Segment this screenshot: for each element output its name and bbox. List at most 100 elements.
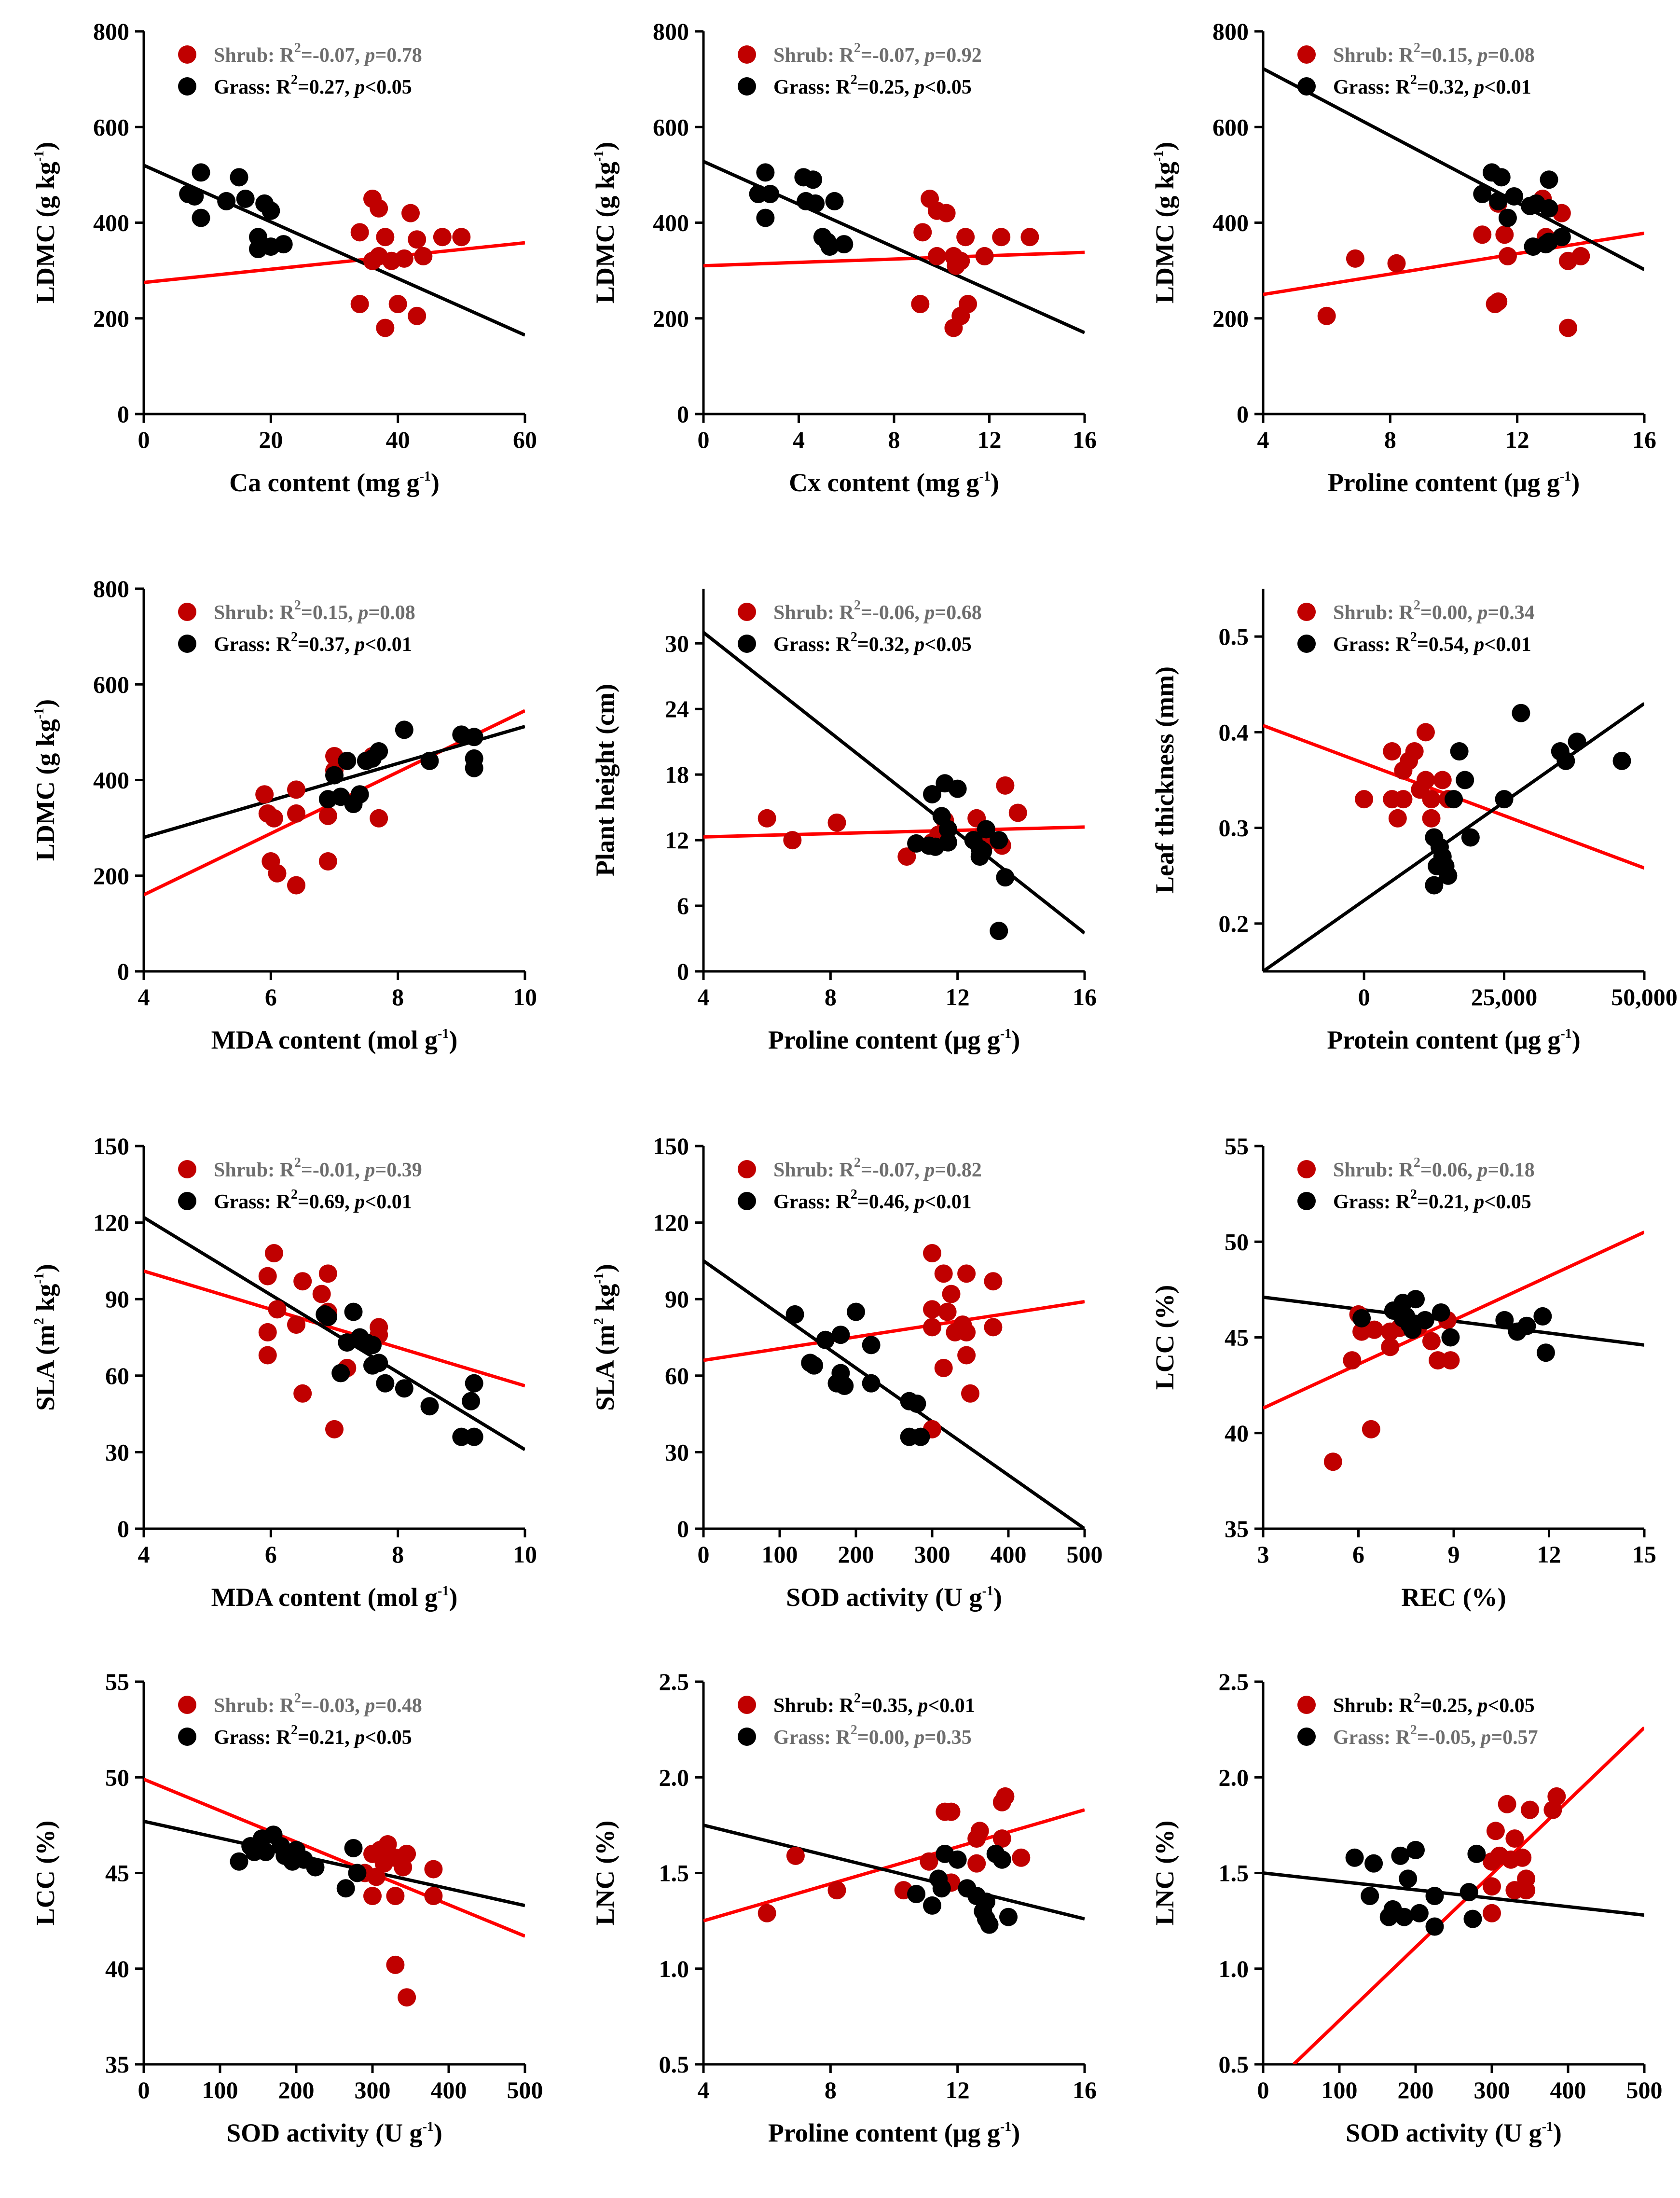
y-tick-label: 35	[1225, 1515, 1249, 1542]
y-tick-label: 0.5	[1219, 623, 1249, 650]
legend-stat: =-0.06,	[861, 602, 924, 624]
grass-point	[862, 1336, 881, 1355]
grass-point	[1495, 1311, 1514, 1329]
shrub-point	[996, 776, 1015, 795]
grass-regression-line	[144, 164, 525, 337]
shrub-point	[1317, 306, 1336, 325]
label-part: LCC (%)	[1150, 1285, 1179, 1390]
legend-p: p	[923, 1159, 935, 1181]
shrub-legend-label: Shrub: R2=-0.07, p=0.82	[773, 1155, 982, 1181]
x-tick-label: 12	[978, 426, 1002, 453]
grass-point	[1416, 1311, 1434, 1329]
legend-group: Grass: R	[1333, 76, 1410, 98]
legend-pval: <0.05	[1487, 1695, 1534, 1717]
grass-legend-label: Grass: R2=0.46, p<0.01	[773, 1187, 972, 1213]
grass-point	[395, 1379, 413, 1398]
grass-points	[318, 720, 483, 814]
grass-point	[1498, 208, 1517, 227]
shrub-legend-marker	[178, 1160, 196, 1178]
grass-point	[761, 185, 780, 204]
shrub-point	[957, 1323, 976, 1341]
grass-legend-label: Grass: R2=0.32, p<0.01	[1333, 72, 1531, 98]
shrub-regression-line	[703, 250, 1085, 268]
legend-group: Shrub: R	[1333, 1695, 1414, 1717]
shrub-point	[923, 1300, 941, 1319]
shrub-point	[363, 1887, 382, 1906]
scatter-panel-5: 4 8 12 16 0 6 12 18 24 30 Proline content (μg g-1)…	[560, 557, 1119, 1105]
legend-sup: 2	[294, 598, 301, 613]
legend-stat: =0.15,	[1420, 44, 1477, 67]
grass-legend-marker	[738, 77, 756, 96]
label-part: )	[1571, 468, 1580, 497]
scatter-plot: 0 25,000 50,000 0.2 0.3 0.4 0.5 Protein content…	[1150, 589, 1678, 1054]
grass-point	[1406, 1840, 1425, 1859]
x-tick-label: 10	[513, 1541, 537, 1568]
superscript: -1	[32, 1272, 47, 1284]
legend-stat: =0.21,	[1417, 1191, 1474, 1213]
shrub-point	[287, 780, 305, 799]
scatter-panel-10: 0 100 200 300 400 500 35 40 45 50 55 SOD activity (…	[0, 1650, 560, 2198]
legend-group: Grass: R	[214, 1727, 291, 1749]
y-tick-label: 60	[105, 1362, 129, 1389]
regression-lines	[144, 164, 525, 337]
label-part: )	[1011, 2118, 1020, 2147]
legend-pval: <0.01	[365, 634, 412, 656]
y-tick-label: 600	[93, 113, 129, 140]
legend-group: Shrub: R	[773, 602, 854, 624]
shrub-point	[934, 1264, 953, 1283]
label-part: )	[449, 1583, 457, 1612]
grass-point	[462, 1392, 481, 1410]
grass-point	[1533, 1307, 1552, 1326]
grass-point	[1460, 1883, 1478, 1902]
shrub-points	[356, 1835, 443, 2007]
legend-p: p	[353, 76, 365, 98]
legend-pval: <0.05	[365, 1727, 412, 1749]
grass-point	[1364, 1854, 1383, 1873]
x-tick-label: 8	[392, 1541, 404, 1568]
shrub-point	[1489, 292, 1508, 311]
shrub-point	[1517, 1881, 1536, 1900]
legend-group: Grass: R	[1333, 1727, 1410, 1749]
scatter-panel-11: 4 8 12 16 0.5 1.0 1.5 2.0 2.5 Proline content (μg…	[560, 1650, 1119, 2198]
grass-point	[249, 240, 267, 259]
grass-point	[350, 785, 369, 804]
grass-point	[283, 1852, 302, 1871]
legend-sup: 2	[1410, 1187, 1417, 1202]
grass-legend-label: Grass: R2=0.21, p<0.05	[1333, 1187, 1531, 1213]
grass-legend-marker	[738, 635, 756, 653]
y-tick-label: 400	[93, 767, 129, 794]
x-tick-label: 15	[1632, 1541, 1656, 1568]
y-tick-label: 2.0	[1219, 1764, 1249, 1791]
superscript: -1	[1151, 151, 1166, 162]
shrub-point	[1383, 742, 1402, 761]
shrub-point	[433, 228, 452, 247]
grass-legend-label: Grass: R2=0.32, p<0.05	[773, 630, 972, 656]
grass-point	[923, 1896, 941, 1915]
x-tick-label: 12	[1505, 426, 1529, 453]
y-tick-label: 50	[1225, 1228, 1249, 1255]
legend-p: p	[916, 1695, 928, 1717]
x-tick-label: 6	[1352, 1541, 1364, 1568]
legend-pval: =0.34	[1487, 602, 1534, 624]
grass-point	[316, 1305, 334, 1324]
grass-point	[1521, 196, 1539, 215]
y-tick-label: 2.5	[659, 1668, 689, 1695]
shrub-point	[318, 852, 337, 871]
legend-group: Shrub: R	[773, 1159, 854, 1181]
x-tick-label: 100	[762, 1541, 798, 1568]
y-axis-title: LCC (%)	[1150, 1285, 1179, 1390]
grass-legend-label: Grass: R2=0.69, p<0.01	[214, 1187, 412, 1213]
legend-p: p	[913, 1191, 924, 1213]
shrub-point	[325, 1420, 344, 1438]
label-part: )	[431, 468, 440, 497]
regression-lines	[1263, 67, 1644, 296]
shrub-point	[386, 1887, 405, 1906]
shrub-point	[938, 1302, 957, 1321]
y-tick-label: 0	[677, 958, 689, 985]
legend-sup: 2	[851, 1187, 857, 1202]
